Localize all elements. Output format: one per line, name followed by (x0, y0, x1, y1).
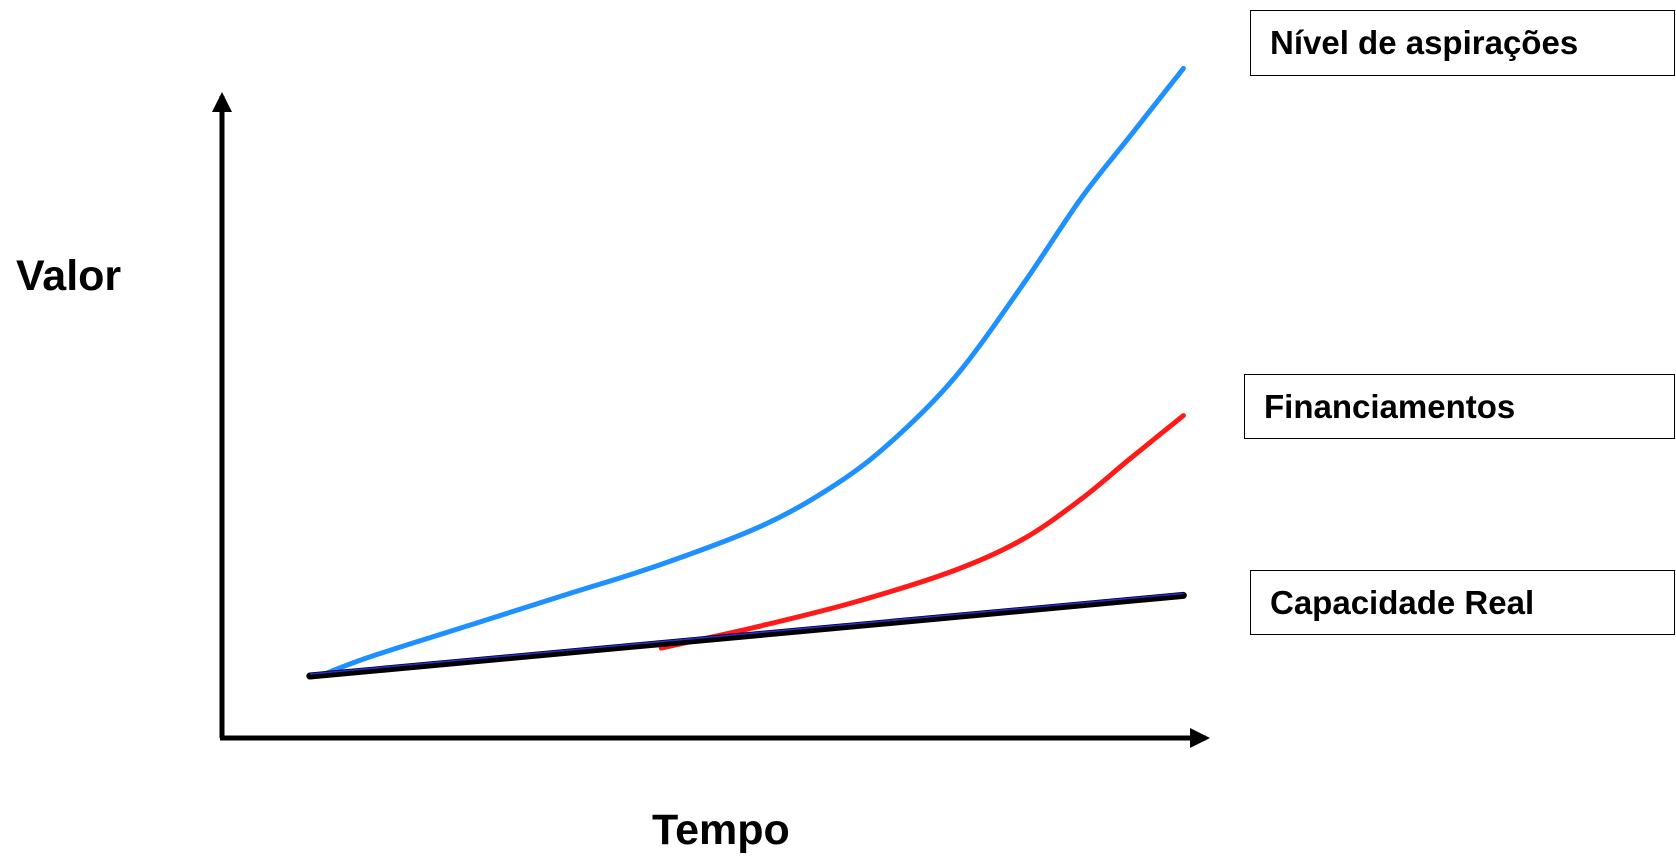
legend-box-nivel-de-aspiracoes: Nível de aspirações (1250, 10, 1675, 76)
axes (212, 92, 1210, 748)
series-layer (306, 65, 1187, 680)
x-axis-label: Tempo (652, 806, 790, 854)
legend-label: Financiamentos (1264, 387, 1516, 425)
legend-label: Nível de aspirações (1270, 24, 1579, 61)
series-line-highlight-capacidade-real (309, 592, 1184, 675)
series-line-capacidade-real (306, 591, 1187, 680)
legend-label: Capacidade Real (1270, 583, 1535, 621)
y-axis-label: Valor (16, 252, 122, 300)
series-line-financiamentos (658, 413, 1186, 651)
series-line-nivel-de-aspiracoes (317, 65, 1186, 679)
legend-box-capacidade-real: Capacidade Real (1250, 570, 1675, 635)
legend-box-financiamentos: Financiamentos (1244, 374, 1675, 439)
